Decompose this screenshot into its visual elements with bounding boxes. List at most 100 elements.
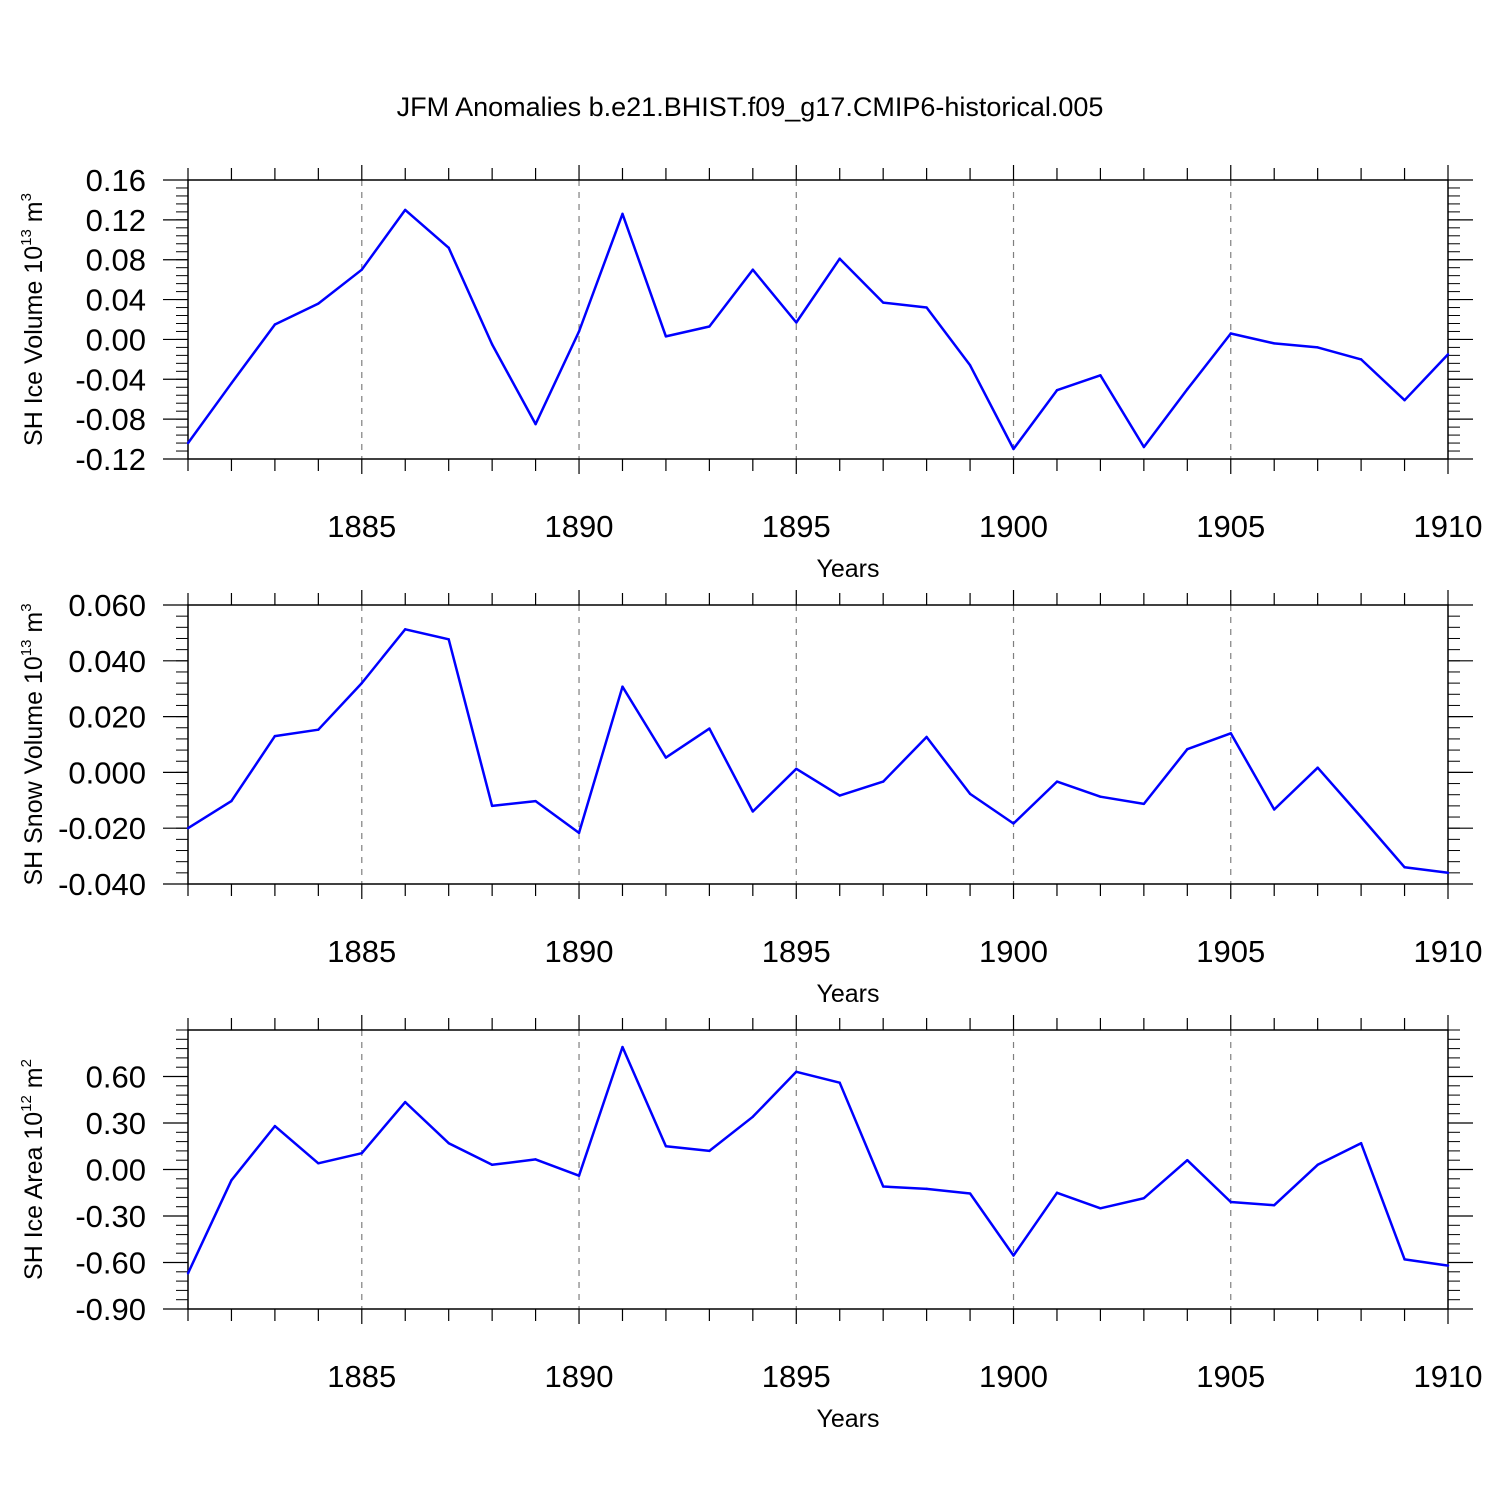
data-point-ice-area-1886 <box>404 1100 407 1104</box>
x-tick-label: 1890 <box>545 509 614 544</box>
data-point-ice-volume-1892 <box>664 335 668 338</box>
data-point-snow-volume-1899 <box>968 792 972 796</box>
series-line-ice-volume <box>186 208 1449 451</box>
y-axis-label: SH Ice Volume 1013 m3 <box>18 193 48 446</box>
data-point-ice-area-1884 <box>317 1162 320 1165</box>
y-axis-label-text: SH Ice Volume 10 <box>20 246 48 446</box>
x-tick-label: 1910 <box>1414 509 1483 544</box>
data-point-snow-volume-1907 <box>1316 766 1319 769</box>
chart-title: JFM Anomalies b.e21.BHIST.f09_g17.CMIP6-… <box>397 92 1104 122</box>
data-point-ice-volume-1905 <box>1229 332 1232 335</box>
data-point-ice-volume-1904 <box>1186 388 1189 391</box>
data-point-ice-area-1908 <box>1359 1141 1363 1145</box>
x-tick-label: 1900 <box>979 934 1048 969</box>
data-point-ice-volume-1884 <box>317 302 320 305</box>
data-point-ice-area-1905 <box>1229 1200 1232 1204</box>
y-tick-label: -0.60 <box>75 1246 146 1281</box>
data-point-ice-area-1901 <box>1055 1191 1059 1194</box>
data-point-ice-volume-1882 <box>230 382 233 385</box>
data-point-snow-volume-1901 <box>1055 780 1059 783</box>
data-point-ice-area-1899 <box>968 1192 972 1195</box>
data-point-snow-volume-1909 <box>1403 866 1406 869</box>
data-point-snow-volume-1883 <box>273 734 277 738</box>
x-tick-label: 1885 <box>327 1359 396 1394</box>
y-tick-label: 0.30 <box>86 1106 146 1141</box>
data-point-snow-volume-1902 <box>1099 795 1102 798</box>
data-point-ice-area-1900 <box>1012 1254 1015 1257</box>
x-tick-label: 1910 <box>1414 1359 1483 1394</box>
data-point-ice-volume-1894 <box>751 268 755 271</box>
series-line-snow-volume <box>187 628 1449 875</box>
data-point-ice-volume-1886 <box>404 208 407 212</box>
data-point-ice-volume-1887 <box>447 246 450 249</box>
data-point-snow-volume-1898 <box>925 735 928 739</box>
y-axis-label-unit: m <box>20 1067 48 1095</box>
x-tick-label: 1905 <box>1196 1359 1265 1394</box>
y-axis-label-exponent: 13 <box>18 640 35 657</box>
data-point-ice-volume-1901 <box>1055 389 1059 392</box>
panel-ice-area: 1885 1890 1895 1900 1905 1910 Years -0.90 -0.60 -… <box>18 1015 1482 1433</box>
data-point-ice-volume-1891 <box>621 212 624 216</box>
y-axis-label-exponent: 13 <box>18 229 35 246</box>
x-tick-label: 1890 <box>545 1359 614 1394</box>
data-point-ice-area-1887 <box>447 1141 450 1145</box>
y-axis-label-text: SH Ice Area 10 <box>20 1112 48 1280</box>
data-point-ice-area-1881 <box>186 1272 190 1275</box>
y-tick-label: 0.060 <box>68 588 146 623</box>
x-axis-label: Years <box>816 980 879 1008</box>
x-axis-label: Years <box>816 1405 879 1433</box>
x-tick-label: 1900 <box>979 509 1048 544</box>
y-tick-label: -0.30 <box>75 1199 146 1234</box>
y-axis-label-unit: m <box>20 201 48 229</box>
data-point-ice-area-1883 <box>273 1124 277 1128</box>
y-axis-label-text: SH Snow Volume 10 <box>20 656 48 885</box>
y-tick-label: 0.16 <box>86 163 146 198</box>
data-point-snow-volume-1905 <box>1229 732 1232 735</box>
data-point-ice-volume-1895 <box>795 321 798 324</box>
y-tick-label: -0.040 <box>58 867 146 902</box>
data-point-ice-area-1890 <box>577 1174 581 1177</box>
x-tick-label: 1895 <box>762 509 831 544</box>
y-tick-label: 0.00 <box>86 1153 146 1188</box>
data-point-snow-volume-1893 <box>708 727 711 730</box>
y-tick-label: 0.60 <box>86 1060 146 1095</box>
y-tick-label: -0.04 <box>75 362 146 397</box>
data-point-ice-area-1893 <box>708 1149 711 1153</box>
data-point-snow-volume-1885 <box>360 681 363 685</box>
data-point-ice-area-1910 <box>1446 1264 1450 1267</box>
data-point-ice-volume-1897 <box>881 301 885 304</box>
data-point-snow-volume-1904 <box>1186 748 1189 751</box>
y-tick-label: 0.020 <box>68 700 146 735</box>
data-point-snow-volume-1886 <box>404 628 407 631</box>
data-point-ice-volume-1900 <box>1012 447 1015 451</box>
data-point-ice-volume-1898 <box>925 306 928 309</box>
data-point-snow-volume-1895 <box>795 767 798 770</box>
x-tick-label: 1900 <box>979 1359 1048 1394</box>
panel-ice-volume: 1885 1890 1895 1900 1905 1910 Years -0.12 -0.08 -… <box>18 163 1482 583</box>
data-point-snow-volume-1888 <box>490 804 494 808</box>
y-tick-label: 0.08 <box>86 243 146 278</box>
data-point-ice-area-1894 <box>751 1115 755 1119</box>
x-tick-label: 1905 <box>1196 509 1265 544</box>
data-point-ice-volume-1883 <box>273 323 277 326</box>
data-point-snow-volume-1906 <box>1273 808 1276 811</box>
data-point-snow-volume-1896 <box>838 794 841 797</box>
data-point-snow-volume-1900 <box>1012 822 1015 825</box>
data-point-ice-volume-1889 <box>534 422 537 426</box>
data-point-ice-volume-1899 <box>968 364 972 367</box>
data-point-ice-volume-1896 <box>838 257 841 260</box>
data-point-ice-area-1898 <box>925 1187 928 1191</box>
y-tick-label: 0.04 <box>86 283 146 318</box>
data-point-ice-area-1892 <box>664 1145 668 1148</box>
data-point-snow-volume-1908 <box>1359 815 1363 819</box>
data-point-ice-volume-1881 <box>186 441 190 445</box>
data-point-ice-volume-1906 <box>1273 342 1276 345</box>
data-point-snow-volume-1884 <box>317 728 320 731</box>
data-point-ice-area-1888 <box>490 1163 494 1167</box>
data-point-ice-volume-1888 <box>490 343 494 346</box>
x-tick-label: 1885 <box>327 509 396 544</box>
data-point-ice-area-1902 <box>1099 1207 1102 1210</box>
data-point-ice-area-1896 <box>838 1081 841 1084</box>
data-point-ice-area-1903 <box>1142 1196 1146 1200</box>
